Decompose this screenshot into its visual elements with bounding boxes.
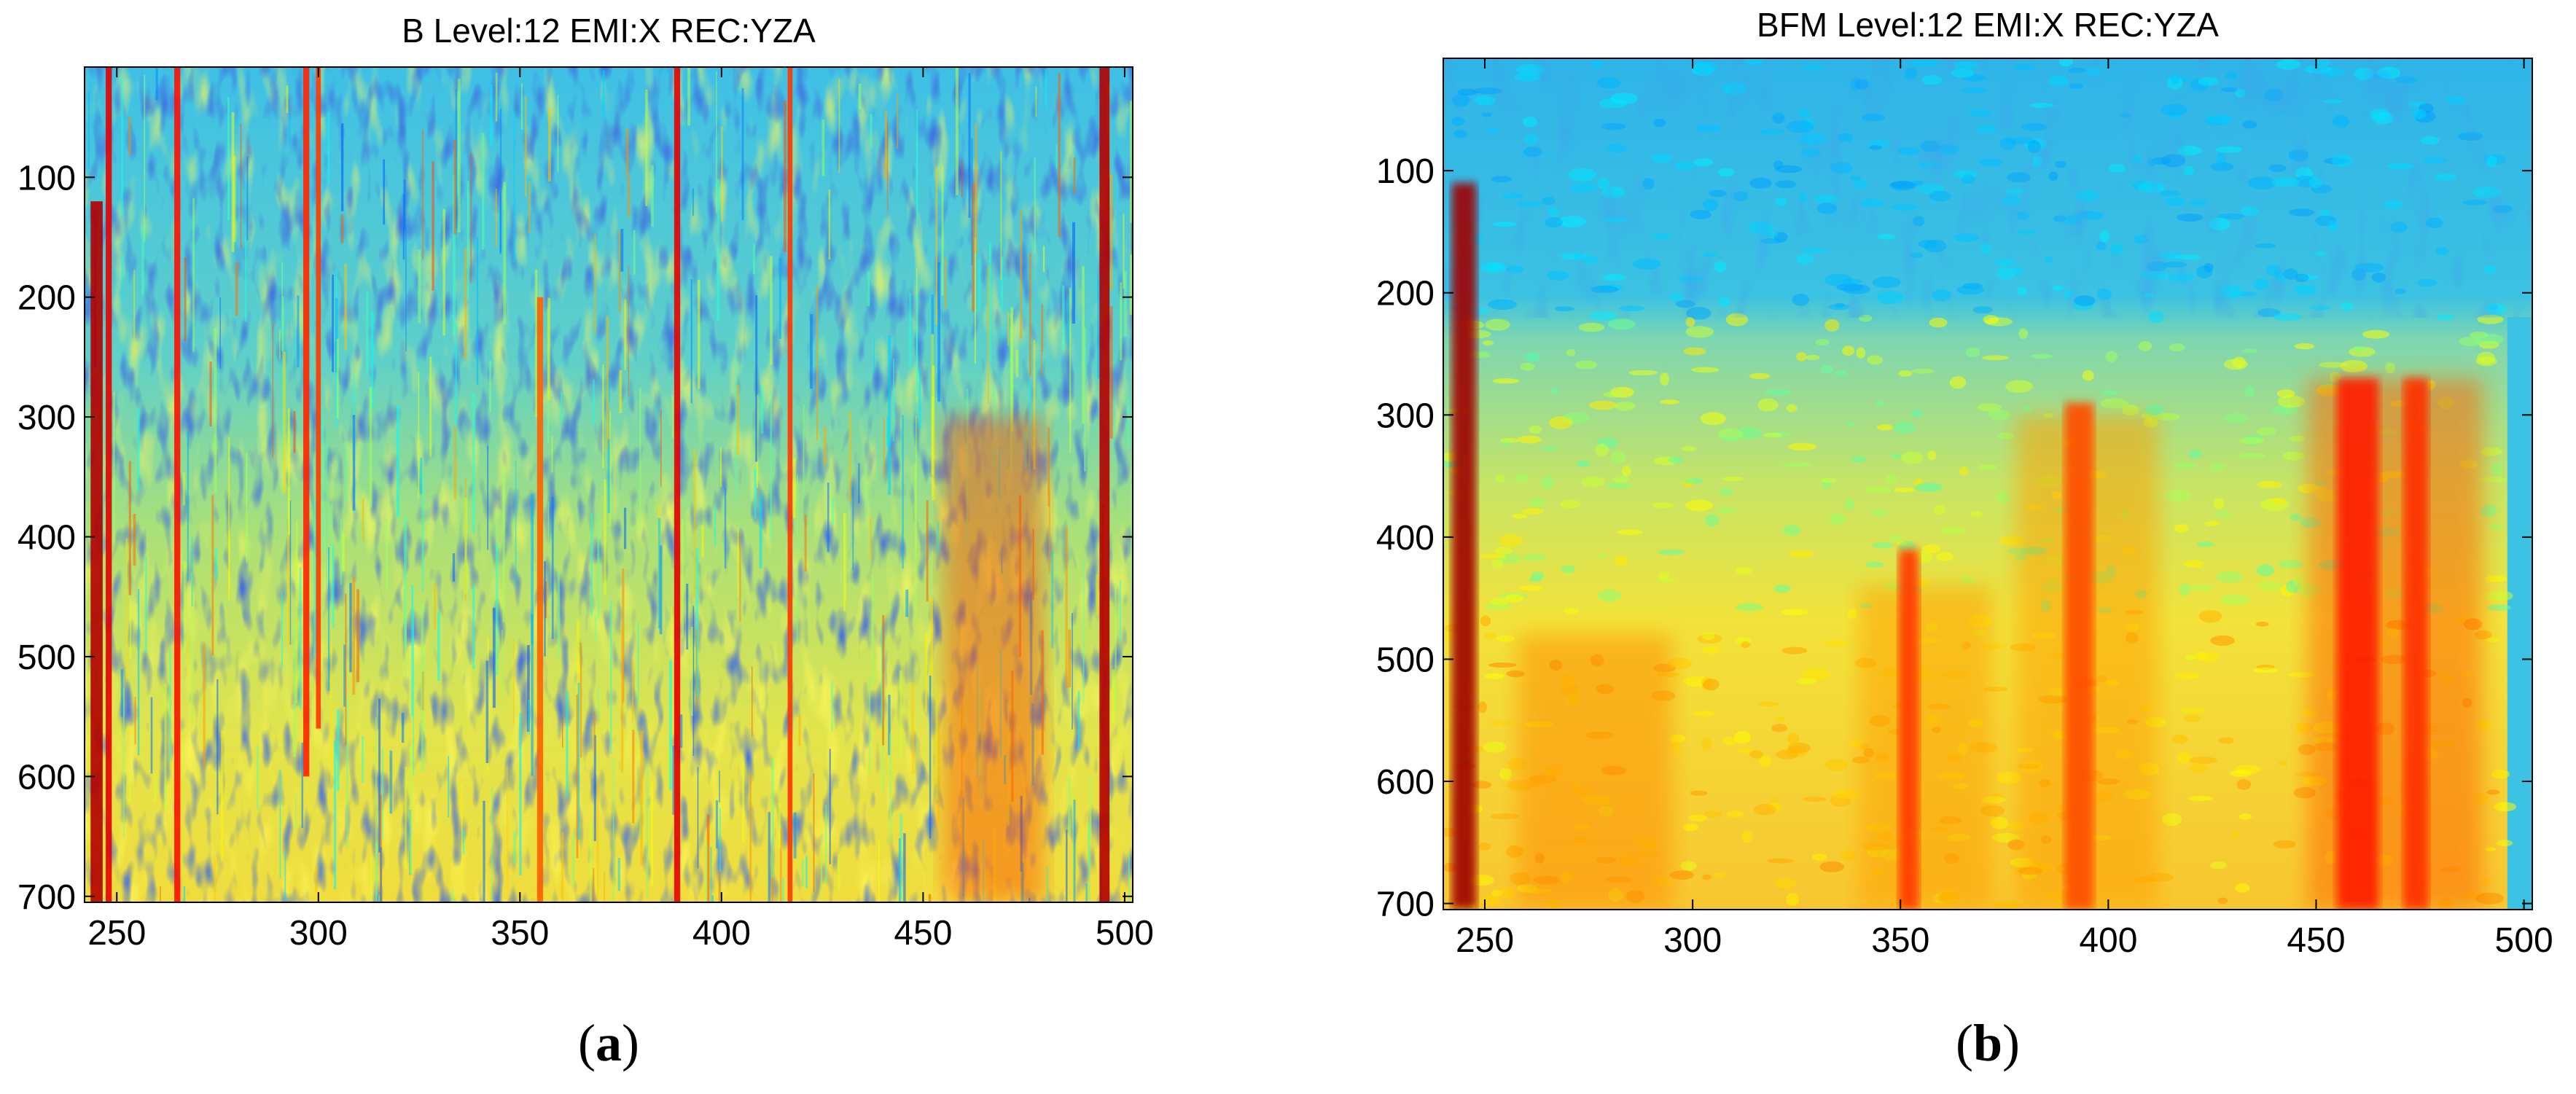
heatmap-vertical-streak	[674, 67, 681, 902]
panel-a-heatmap	[85, 67, 1133, 902]
x-tick-label: 450	[894, 914, 952, 953]
y-tick-label: 400	[1376, 519, 1435, 558]
panel-b-heatmap	[1443, 58, 2532, 910]
x-tick-label: 500	[1096, 914, 1154, 953]
heatmap-texture	[87, 67, 1133, 902]
heatmap-vertical-streak	[2064, 402, 2094, 910]
heatmap-vertical-streak	[1099, 67, 1110, 902]
y-tick-label: 200	[17, 279, 76, 318]
panel-b-label: (b)	[1956, 1014, 2020, 1072]
panel-b: BFM Level:12 EMI:X REC:YZA 250 300 350 400 4…	[1376, 6, 2553, 1072]
y-tick-label: 400	[17, 519, 76, 558]
y-tick-label: 300	[17, 399, 76, 437]
y-tick-label: 700	[17, 878, 76, 917]
x-tick-label: 300	[289, 914, 348, 953]
heatmap-vertical-streak	[2336, 378, 2379, 910]
heatmap-vertical-streak	[316, 67, 321, 729]
heatmap-vertical-streak	[536, 297, 544, 902]
panel-a: B Level:12 EMI:X REC:YZA 250 300 350 400 450…	[17, 12, 1154, 1072]
y-tick-label: 600	[17, 758, 76, 797]
x-tick-label: 500	[2495, 921, 2553, 960]
panel-b-x-axis: 250 300 350 400 450 500	[1456, 58, 2553, 960]
heatmap-vertical-streak	[787, 67, 793, 902]
heatmap-vertical-streak	[1451, 182, 1477, 910]
heatmap-warm-region	[1518, 634, 1672, 910]
panel-a-label: (a)	[578, 1014, 639, 1072]
heatmap-vertical-streak	[106, 67, 112, 902]
x-tick-label: 250	[1456, 921, 1514, 960]
heatmap-warm-region	[2308, 378, 2483, 910]
heatmap-vertical-streak	[174, 67, 181, 902]
heatmap-vertical-streak	[303, 67, 310, 777]
heatmap-noise	[1443, 58, 2532, 318]
y-tick-label: 500	[17, 638, 76, 677]
panel-a-x-axis: 250 300 350 400 450 500	[87, 67, 1154, 953]
heatmap-vertical-streak	[2403, 378, 2429, 910]
x-tick-label: 350	[491, 914, 549, 953]
y-tick-label: 100	[17, 159, 76, 198]
x-tick-label: 250	[87, 914, 146, 953]
x-tick-label: 400	[692, 914, 751, 953]
x-tick-label: 300	[1663, 921, 1722, 960]
x-tick-label: 400	[2079, 921, 2137, 960]
panel-a-axes-frame	[84, 66, 1133, 903]
heatmap-high-energy-region	[943, 417, 1045, 902]
y-tick-label: 600	[1376, 763, 1435, 802]
y-tick-label: 200	[1376, 275, 1435, 313]
heatmap-right-edge	[2507, 317, 2532, 910]
y-tick-label: 500	[1376, 641, 1435, 679]
y-tick-label: 700	[1376, 886, 1435, 924]
heatmap-warm-region	[1859, 585, 1992, 910]
panel-a-y-axis: 100 200 300 400 500 600 700	[17, 159, 1133, 917]
x-tick-label: 450	[2287, 921, 2345, 960]
panel-a-title: B Level:12 EMI:X REC:YZA	[402, 12, 816, 50]
heatmap-vertical-streak	[1898, 549, 1919, 910]
y-tick-label: 300	[1376, 396, 1435, 435]
y-tick-label: 100	[1376, 152, 1435, 191]
panel-b-title: BFM Level:12 EMI:X REC:YZA	[1757, 6, 2219, 44]
x-tick-label: 350	[1871, 921, 1929, 960]
panel-b-axes-frame	[1443, 58, 2533, 910]
heatmap-vertical-streak	[90, 201, 103, 902]
panel-b-y-axis: 100 200 300 400 500 600 700	[1376, 152, 2532, 924]
